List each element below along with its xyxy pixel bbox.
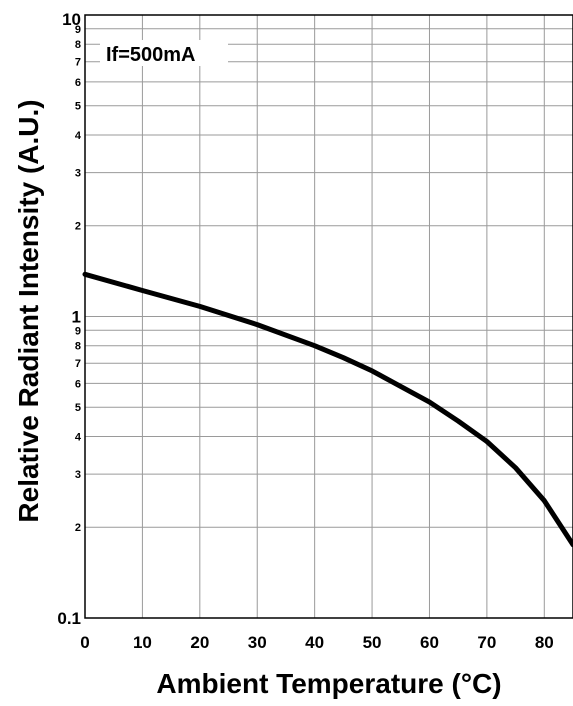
grid bbox=[85, 15, 573, 618]
plot-frame bbox=[84, 14, 573, 619]
y-tick-label: 4 bbox=[75, 130, 82, 142]
y-tick-label: 4 bbox=[75, 431, 82, 443]
x-tick-label: 0 bbox=[80, 633, 89, 652]
x-tick-label: 10 bbox=[133, 633, 152, 652]
y-tick-label: 7 bbox=[75, 57, 81, 69]
x-tick-label: 30 bbox=[248, 633, 267, 652]
y-tick-label: 5 bbox=[75, 402, 81, 414]
x-tick-label: 70 bbox=[477, 633, 496, 652]
y-tick-label: 2 bbox=[75, 522, 81, 534]
x-tick-label: 20 bbox=[190, 633, 209, 652]
y-tick-label: 10 bbox=[62, 10, 81, 29]
y-tick-label: 6 bbox=[75, 77, 81, 89]
y-tick-label: 6 bbox=[75, 378, 81, 390]
y-tick-label: 1 bbox=[72, 308, 81, 327]
x-tick-label: 40 bbox=[305, 633, 324, 652]
x-tick-label: 80 bbox=[535, 633, 554, 652]
y-tick-label: 8 bbox=[75, 341, 81, 353]
series-line bbox=[82, 271, 573, 548]
annotation-text: If=500mA bbox=[106, 44, 196, 66]
y-tick-label: 9 bbox=[75, 24, 81, 36]
annotation-background bbox=[100, 40, 228, 66]
y-tick-label: 2 bbox=[75, 221, 81, 233]
y-axis-title: Relative Radiant Intensity (A.U.) bbox=[13, 99, 44, 522]
x-tick-label: 50 bbox=[363, 633, 382, 652]
y-tick-label: 3 bbox=[75, 168, 81, 180]
y-tick-label: 9 bbox=[75, 325, 81, 337]
x-tick-label: 60 bbox=[420, 633, 439, 652]
y-tick-label: 8 bbox=[75, 39, 81, 51]
annotation: If=500mA bbox=[100, 40, 228, 66]
x-axis-title: Ambient Temperature (°C) bbox=[156, 668, 501, 699]
y-tick-label: 0.1 bbox=[57, 609, 81, 628]
y-tick-label: 3 bbox=[75, 469, 81, 481]
y-tick-label: 7 bbox=[75, 358, 81, 370]
y-tick-label: 5 bbox=[75, 101, 81, 113]
